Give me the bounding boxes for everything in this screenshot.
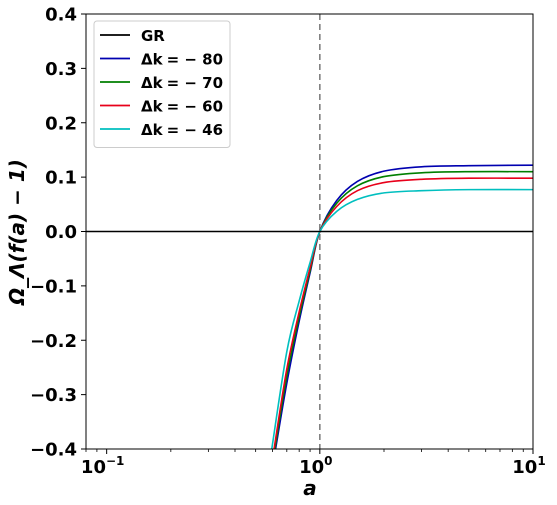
- legend: GR Δk = − 80 Δk = − 70 Δk = − 60 Δk = − 46: [93, 20, 231, 148]
- x-tick-label: 100: [299, 454, 332, 478]
- plot-area: [85, 13, 534, 450]
- series-line: [270, 188, 533, 449]
- axis-ticks: 0.4 0.3 0.2 0.1 0.0 −0.1 −0.2 −0.3 −0.410−1 100 10…: [30, 5, 546, 479]
- legend-entry-label: Δk = − 70: [141, 74, 223, 92]
- y-tick-label: −0.1: [30, 276, 77, 297]
- y-tick-label: −0.2: [30, 331, 77, 352]
- y-tick-label: 0.3: [45, 59, 77, 80]
- legend-entry-label: Δk = − 46: [141, 121, 223, 139]
- legend-entry-label: GR: [141, 27, 165, 45]
- legend-entry-label: Δk = − 80: [141, 51, 223, 69]
- y-tick-label: 0.2: [45, 113, 77, 134]
- y-tick-label: 0.1: [45, 168, 77, 189]
- series-line: [274, 170, 533, 449]
- x-axis-title: a: [303, 476, 317, 500]
- y-tick-label: −0.4: [30, 440, 77, 461]
- x-tick-label: 101: [512, 454, 545, 478]
- x-tick-label: 10−1: [81, 454, 124, 478]
- y-axis-title: Ω_Λ(f(a) − 1): [5, 159, 29, 306]
- y-tick-label: 0.4: [45, 5, 77, 26]
- y-tick-label: 0.0: [45, 222, 77, 243]
- y-tick-label: −0.3: [30, 385, 77, 406]
- legend-entry-label: Δk = − 60: [141, 98, 223, 116]
- legend-box: [93, 20, 231, 148]
- series-line: [274, 164, 533, 449]
- series-line: [273, 177, 533, 449]
